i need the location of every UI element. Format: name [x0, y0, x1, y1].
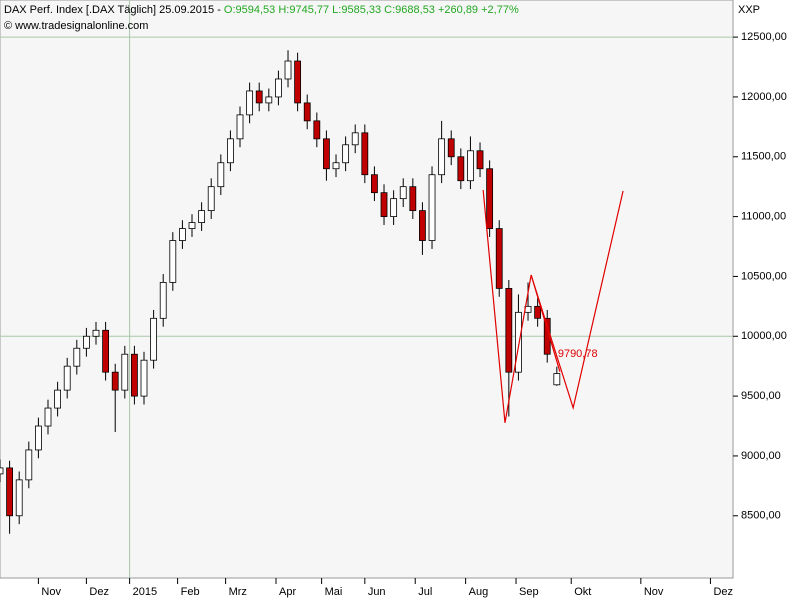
candle-body — [150, 317, 158, 361]
candle-body — [428, 174, 436, 241]
candle-body — [361, 132, 369, 176]
x-tick-label: Aug — [469, 586, 489, 598]
x-tick-label: Mai — [325, 586, 343, 598]
candle-body — [159, 282, 167, 319]
candle-body — [515, 311, 522, 373]
y-tick-label: 12000,00 — [741, 91, 787, 103]
candle-body — [447, 138, 455, 158]
candle-body — [495, 228, 503, 289]
x-tick-label: Mrz — [229, 586, 247, 598]
source: © www.tradesignalonline.com — [4, 20, 148, 32]
candle-body — [342, 144, 350, 164]
candle-body — [399, 186, 407, 200]
header-label: DAX Perf. Index [.DAX Täglich] 25.09.201… — [4, 4, 221, 16]
y-tick-label: 9500,00 — [741, 390, 781, 402]
y-tick-label: 11500,00 — [741, 151, 786, 163]
candle-body — [409, 186, 417, 212]
candle-body — [380, 192, 388, 218]
y-tick-label: 12500,00 — [741, 31, 787, 43]
candle-body — [332, 162, 340, 170]
candle-body — [140, 359, 148, 397]
candle-body — [102, 329, 110, 373]
candle-body — [534, 305, 542, 319]
x-tick-label: Okt — [574, 586, 591, 598]
candle-body — [35, 425, 42, 451]
candle-body — [73, 347, 81, 367]
candle-body — [275, 78, 282, 98]
candle-body — [457, 156, 465, 182]
axis-title: XXP — [738, 4, 760, 16]
candle-body — [44, 407, 52, 427]
candle-body — [303, 102, 311, 122]
x-tick-label: Apr — [279, 586, 296, 598]
candle-body — [476, 150, 484, 170]
candle-body — [111, 371, 119, 391]
x-tick-label: 2015 — [133, 586, 157, 598]
candle-body — [486, 168, 494, 229]
candle-body — [246, 90, 254, 116]
candle-body — [6, 467, 14, 517]
plot-area — [0, 0, 734, 579]
candle-body — [54, 389, 62, 409]
candle-body — [390, 198, 398, 218]
candle-body — [121, 353, 129, 391]
x-tick-label: Jul — [418, 586, 432, 598]
annotation: 9790,78 — [558, 348, 598, 360]
candle-body — [15, 479, 23, 517]
x-tick-label: Dez — [713, 586, 733, 598]
candle-body — [207, 186, 215, 212]
x-tick-label: Sep — [519, 586, 539, 598]
candle-body — [236, 114, 244, 140]
candle-body — [371, 174, 378, 194]
candle-body — [198, 210, 206, 223]
candle-body — [83, 335, 90, 349]
candle-body — [92, 329, 100, 337]
layer — [0, 0, 738, 584]
x-tick-label: Jun — [368, 586, 386, 598]
x-tick-label: Feb — [181, 586, 200, 598]
y-tick-label: 10000,00 — [741, 330, 787, 342]
candle-body — [25, 449, 33, 481]
header-quote: O:9594,53 H:9745,77 L:9585,33 C:9688,53 … — [224, 4, 519, 16]
candle-body — [505, 288, 513, 373]
candle-body — [351, 132, 359, 146]
y-tick-label: 9000,00 — [741, 450, 781, 462]
y-tick-label: 10500,00 — [741, 270, 787, 282]
candle-body — [265, 96, 273, 104]
candle-body — [0, 467, 4, 475]
candle-body — [63, 365, 71, 391]
candle-body — [227, 138, 234, 164]
candle-body — [313, 120, 321, 140]
x-tick-label: Nov — [644, 586, 664, 598]
y-tick-label: 11000,00 — [741, 211, 786, 223]
candle-body — [419, 210, 426, 241]
candle-body — [169, 240, 177, 283]
projection-line — [530, 274, 561, 372]
candle-body — [284, 60, 292, 80]
candle-body — [467, 150, 474, 182]
candle-body — [553, 373, 561, 386]
candle-body — [438, 138, 446, 176]
x-tick-label: Nov — [41, 586, 61, 598]
x-tick-label: Dez — [89, 586, 109, 598]
candle-body — [179, 228, 186, 241]
y-tick-label: 8500,00 — [741, 510, 781, 522]
candle-body — [188, 222, 196, 229]
candle-body — [131, 353, 138, 397]
candle-body — [294, 60, 302, 104]
candle-body — [217, 162, 225, 188]
candle-body — [255, 90, 263, 104]
header: DAX Perf. Index [.DAX Täglich] 25.09.201… — [4, 4, 519, 16]
candle-body — [323, 138, 330, 170]
